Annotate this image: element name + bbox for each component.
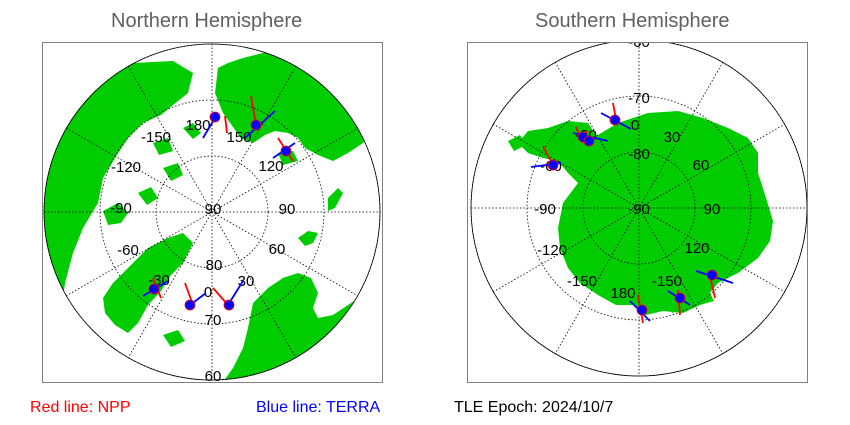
north-label-lon-120: 120 <box>258 158 283 175</box>
north-satellite-points <box>148 111 292 311</box>
north-terra-point <box>184 299 196 311</box>
south-terra-point <box>609 114 621 126</box>
legend-npp: Red line: NPP <box>30 399 131 416</box>
south-label-lon-150: -150 <box>652 273 682 290</box>
north-terra-point <box>280 145 292 157</box>
north-label-lon-90: 90 <box>279 201 296 218</box>
south-map-panel: -60 -70 0 -30 30 -80 -60 60 -90 -90 90 -… <box>467 34 808 383</box>
south-label-lon-0: 0 <box>631 117 639 134</box>
north-label-lat-80: 80 <box>206 257 223 274</box>
north-label-lon-180: 180 <box>185 117 210 134</box>
north-label-lon-m150: -150 <box>141 129 171 146</box>
south-satellite-points <box>547 114 718 316</box>
south-terra-point <box>674 292 686 304</box>
south-label-lon-m90: -90 <box>534 201 556 218</box>
north-label-lon-m90: -90 <box>110 200 132 217</box>
legend-terra: Blue line: TERRA <box>256 399 381 416</box>
south-label-lon-120: 120 <box>684 240 709 257</box>
north-label-lon-60: 60 <box>269 241 286 258</box>
legend-tle-epoch: TLE Epoch: 2024/10/7 <box>454 399 614 416</box>
south-terra-point <box>636 304 648 316</box>
north-map-outline <box>43 43 381 381</box>
north-label-lat-60: 60 <box>205 368 222 382</box>
north-polar-map: -150 180 150 -120 120 -90 90 90 -60 60 8… <box>43 43 381 385</box>
north-title: Northern Hemisphere <box>111 10 303 32</box>
north-label-lon-m120: -120 <box>111 159 141 176</box>
south-label-lon-180: 180 <box>610 285 635 302</box>
north-terra-point <box>223 299 235 311</box>
south-label-lon-60: 60 <box>693 157 710 174</box>
north-label-lon-30: 30 <box>238 273 255 290</box>
south-polar-map: -60 -70 0 -30 30 -80 -60 60 -90 -90 90 -… <box>470 34 808 377</box>
south-label-lat-m60: -60 <box>628 43 650 51</box>
north-label-lon-150: 150 <box>226 129 251 146</box>
south-label-lon-90: 90 <box>704 201 721 218</box>
south-label-lon-m150: -150 <box>567 273 597 290</box>
north-map-panel: -150 180 150 -120 120 -90 90 90 -60 60 8… <box>42 42 383 385</box>
north-terra-point <box>209 111 221 123</box>
south-title: Southern Hemisphere <box>535 10 730 32</box>
north-label-lat-70: 70 <box>205 312 222 329</box>
north-label-lat-90: 90 <box>205 201 222 218</box>
north-label-lon-0: 0 <box>204 284 212 301</box>
south-terra-point <box>547 159 559 171</box>
south-label-lat-m80: -80 <box>628 146 650 163</box>
south-label-lon-m120: -120 <box>537 242 567 259</box>
south-terra-point <box>706 269 718 281</box>
north-label-lon-m60: -60 <box>117 242 139 259</box>
north-terra-point <box>148 283 160 295</box>
south-terra-point <box>583 135 595 147</box>
south-label-lat-m90: -90 <box>628 201 650 218</box>
south-label-lon-30: 30 <box>664 129 681 146</box>
south-label-lat-m70: -70 <box>628 90 650 107</box>
north-terra-point <box>250 119 262 131</box>
